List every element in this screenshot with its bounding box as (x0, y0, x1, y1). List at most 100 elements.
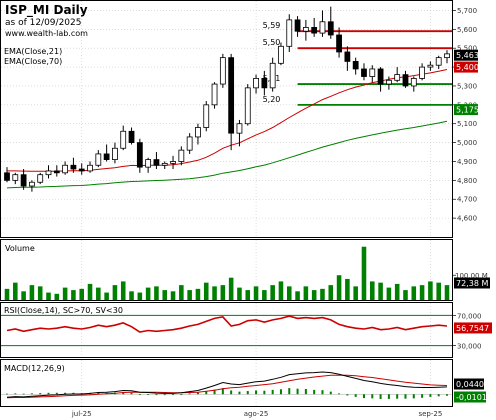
candle-body (53, 170, 60, 174)
rsi-line-group (1, 314, 452, 347)
volume-bar (179, 285, 184, 300)
volume-bar (21, 291, 26, 300)
candle-body (311, 27, 318, 34)
legend-ema70: EMA(Close,70) (4, 57, 62, 66)
volume-bar (79, 288, 84, 300)
volume-bar (286, 286, 292, 300)
candle-body (319, 21, 326, 34)
volume-bar (303, 286, 309, 300)
price-tag-text: 5,175 (456, 106, 479, 115)
macd-histogram-bar (163, 394, 166, 396)
macd-histogram-bar (313, 389, 316, 395)
candle-body (402, 74, 409, 87)
macd-histogram-bar (354, 394, 357, 397)
macd-histogram-bar (221, 388, 224, 395)
macd-histogram-bar (205, 391, 208, 395)
volume-bar (320, 288, 325, 300)
volume-bar (112, 285, 118, 300)
ema70-line-group (6, 120, 448, 189)
macd-histogram-bar (362, 394, 365, 399)
candle-body (244, 87, 251, 125)
macd-histogram-bar (329, 391, 332, 395)
volume-bar (378, 282, 383, 300)
macd-histogram-bar (47, 392, 50, 395)
volume-bar (436, 282, 441, 300)
candle-body (253, 78, 259, 89)
macd-histogram-bar (238, 391, 241, 395)
macd-histogram-bar (122, 392, 125, 395)
candle-body (352, 61, 359, 70)
volume-bar (29, 285, 35, 300)
candle-body (136, 142, 143, 168)
price-axis-label: 4,700 (457, 196, 477, 204)
volume-bar (170, 291, 176, 300)
candle-body (128, 130, 135, 144)
volume-axis-label: 100,00 M (455, 272, 488, 280)
macd-title: MACD(12,26,9) (4, 364, 65, 373)
macd-histogram-bar (55, 392, 58, 395)
price-axis-label: 5,100 (457, 120, 477, 128)
volume-bar (336, 275, 342, 300)
price-panel (0, 0, 453, 238)
macd-histogram-bar (213, 389, 216, 395)
volume-bar (104, 292, 109, 300)
candle-body (195, 127, 201, 138)
macd-hist-tag-text: -0,0101 (456, 393, 487, 402)
volume-bar (228, 277, 234, 300)
macd-histogram-bar (64, 392, 67, 395)
candle-body (45, 170, 52, 176)
candle-body (29, 181, 35, 187)
candle-body (112, 147, 118, 160)
candle-body (444, 53, 450, 59)
macd-histogram-bar (296, 388, 299, 395)
candle-body (78, 168, 85, 172)
candle-body (369, 68, 376, 77)
candle-body (294, 19, 301, 32)
volume-bar (187, 290, 192, 300)
candle-body (261, 78, 268, 89)
candle-body (336, 34, 342, 53)
price-axis-label: 4,800 (457, 177, 477, 185)
volume-bar (120, 281, 126, 300)
volume-bar (46, 292, 51, 300)
candle-body (12, 174, 19, 181)
volume-bar (137, 292, 143, 300)
volume-bar (195, 288, 201, 300)
volume-bar (270, 285, 275, 300)
macd-histogram-bar (22, 393, 25, 395)
candle-body (145, 159, 152, 168)
volume-bar (394, 283, 400, 300)
volume-bar (428, 281, 433, 300)
macd-histogram-bar (246, 391, 249, 395)
volume-bar (262, 290, 267, 300)
macd-histogram-bar (97, 392, 100, 395)
volume-bar (361, 246, 367, 300)
candle-body (161, 162, 168, 166)
candle-body (211, 83, 218, 106)
candle-body (361, 68, 367, 77)
volume-tag-box (454, 277, 490, 289)
candle-body (385, 79, 392, 85)
volume-bar (54, 293, 60, 300)
candle-body (228, 57, 235, 134)
candle-body (236, 123, 243, 134)
macd-histogram-bar (346, 394, 349, 396)
volume-bar (162, 290, 168, 300)
macd-hist-tag-box (454, 391, 486, 403)
candle-body (394, 74, 401, 81)
macd-histogram-bar (387, 394, 390, 399)
macd-histogram-bar (138, 394, 141, 396)
volume-bar (145, 287, 151, 300)
macd-histogram-bar (288, 388, 291, 395)
candle-body (120, 130, 127, 149)
candle-body (410, 78, 417, 87)
volume-bar (278, 281, 284, 300)
macd-histogram-bar (404, 394, 407, 399)
price-axis-label: 5,500 (457, 45, 477, 53)
legend-ema21: EMA(Close,21) (4, 47, 62, 56)
macd-histogram-bar (446, 394, 448, 396)
price-axis-label: 5,300 (457, 82, 477, 90)
level-label: 5,59 (263, 21, 281, 30)
price-tag-box (454, 49, 478, 61)
macd-histogram-bar (379, 394, 382, 399)
